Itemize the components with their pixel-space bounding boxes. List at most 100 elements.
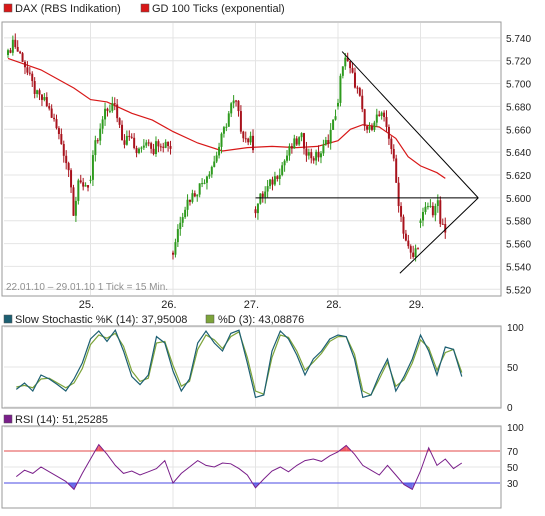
- stoch-y-tick-label: 100: [507, 323, 524, 334]
- candle-body: [344, 57, 347, 67]
- candle-body: [87, 185, 90, 188]
- candle-body: [378, 114, 381, 116]
- candle-body: [181, 217, 184, 223]
- candle-body: [247, 138, 250, 143]
- candle-body: [397, 182, 400, 207]
- candle-body: [339, 75, 342, 103]
- candle-body: [295, 138, 298, 145]
- candle-body: [249, 135, 252, 143]
- candle-body: [108, 110, 111, 112]
- candle-body: [60, 134, 63, 145]
- candle-body: [113, 103, 116, 105]
- price-panel-frame: [1, 21, 502, 297]
- candle-body: [201, 183, 204, 185]
- candle-body: [142, 145, 145, 148]
- candle-body: [152, 148, 155, 154]
- candle-body: [407, 240, 410, 247]
- candle-body: [222, 127, 225, 134]
- candle-body: [404, 233, 407, 241]
- candle-body: [239, 111, 242, 132]
- legend-label-dax: DAX (RBS Indikation): [15, 3, 121, 15]
- trend-line: [399, 197, 479, 274]
- legend-label-rsi: RSI (14): 51,25285: [15, 414, 108, 426]
- candle-body: [436, 200, 439, 206]
- rsi-panel: 30 50 70 100 RSI (14): 51,25285: [1, 414, 524, 509]
- ema-series: [7, 57, 446, 179]
- candle-body: [230, 103, 233, 114]
- legend-label-stoch-k: Slow Stochastic %K (14): 37,95008: [15, 314, 187, 326]
- candle-body: [266, 186, 269, 192]
- candle-body: [125, 135, 128, 145]
- candle-body: [444, 223, 447, 233]
- candle-body: [305, 148, 308, 156]
- candle-body: [254, 209, 257, 214]
- candle-body: [429, 205, 432, 207]
- candle-body: [186, 199, 189, 210]
- candle-body: [176, 229, 179, 243]
- candle-body: [174, 242, 177, 255]
- candle-body: [213, 161, 216, 167]
- candle-body: [232, 100, 235, 104]
- candle-body: [140, 147, 143, 149]
- candle-body: [387, 126, 390, 139]
- candle-body: [72, 187, 75, 216]
- candle-body: [116, 104, 119, 119]
- candle-body: [167, 141, 170, 147]
- candle-body: [383, 112, 386, 118]
- candle-body: [48, 106, 51, 109]
- candle-body: [28, 72, 31, 74]
- candle-body: [395, 158, 398, 183]
- rsi-y-tick-label: 50: [507, 463, 519, 474]
- candle-body: [21, 53, 24, 62]
- candle-body: [99, 128, 102, 141]
- candle-body: [319, 153, 322, 158]
- price-y-tick-label: 5.600: [506, 194, 531, 205]
- stochastic-panel: 0 50 100 Slow Stochastic %K (14): 37,95008…: [1, 314, 524, 414]
- price-x-tick-label: 25.: [79, 299, 94, 311]
- candle-body: [101, 119, 104, 129]
- candle-body: [380, 112, 383, 116]
- candle-body: [412, 252, 415, 257]
- rsi-legend: RSI (14): 51,25285: [3, 414, 108, 426]
- candle-body: [300, 133, 303, 138]
- candle-body: [419, 220, 422, 223]
- candle-body: [370, 126, 373, 130]
- candle-body: [184, 209, 187, 218]
- candle-body: [283, 160, 286, 166]
- candle-body: [162, 146, 165, 148]
- candle-body: [358, 88, 361, 96]
- candle-body: [135, 147, 138, 154]
- candle-body: [225, 126, 228, 128]
- price-y-tick-label: 5.740: [506, 34, 531, 45]
- candle-body: [31, 73, 34, 82]
- candle-body: [89, 179, 92, 181]
- candle-body: [361, 95, 364, 110]
- price-legend: DAX (RBS Indikation) GD 100 Ticks (expon…: [3, 3, 285, 15]
- candle-body: [53, 117, 56, 120]
- candle-body: [169, 146, 172, 149]
- candle-body: [33, 81, 36, 94]
- candle-body: [16, 46, 19, 52]
- candle-body: [154, 141, 157, 154]
- candle-body: [191, 193, 194, 202]
- candle-body: [145, 142, 148, 146]
- candle-body: [91, 155, 94, 180]
- candle-body: [356, 87, 359, 89]
- legend-label-ema: GD 100 Ticks (exponential): [152, 3, 285, 15]
- candle-body: [38, 90, 41, 95]
- candle-body: [242, 131, 245, 139]
- stoch-y-axis: 0 50 100: [507, 323, 524, 414]
- candle-body: [273, 176, 276, 185]
- candle-body: [235, 100, 238, 102]
- candle-body: [252, 135, 255, 151]
- rsi-y-axis: 30 50 70 100: [507, 423, 524, 490]
- price-x-axis: 25. 26. 27. 28. 29.: [79, 299, 424, 311]
- legend-swatch-stoch-d: [205, 314, 215, 324]
- candle-body: [106, 108, 109, 111]
- candle-body: [123, 140, 126, 145]
- stoch-grid: [4, 326, 500, 408]
- candle-body: [434, 205, 437, 216]
- candle-body: [220, 133, 223, 147]
- candle-body: [45, 97, 48, 107]
- candle-body: [271, 179, 274, 185]
